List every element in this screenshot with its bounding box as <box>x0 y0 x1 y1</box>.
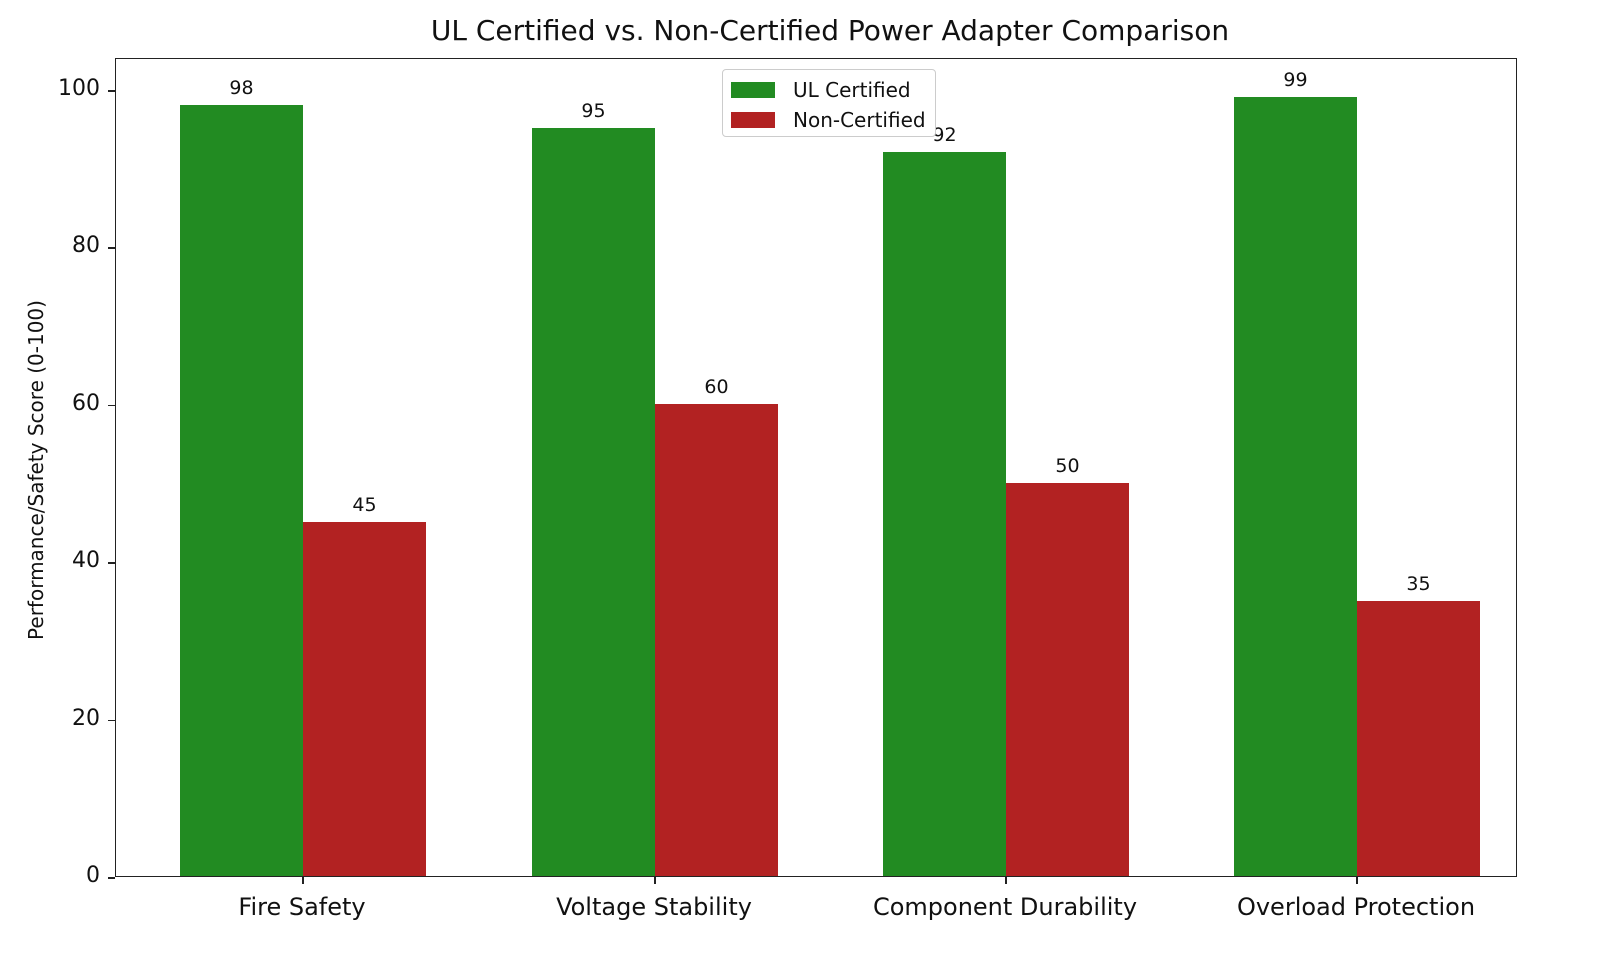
legend-item-non-certified: Non-Certified <box>731 108 926 132</box>
x-tick-label: Component Durability <box>872 893 1138 921</box>
bar-ul-certified <box>532 128 655 876</box>
y-tick-label: 100 <box>58 76 100 101</box>
bar-non-certified <box>1357 600 1480 876</box>
plot-area: 98 45 95 60 92 50 99 35 <box>115 58 1517 877</box>
bar-value-label: 35 <box>1406 572 1431 595</box>
x-tick-mark <box>302 877 304 884</box>
y-tick-label: 20 <box>72 705 100 731</box>
bar-ul-certified <box>180 104 303 876</box>
bar-value-label: 98 <box>229 76 254 99</box>
legend-item-ul-certified: UL Certified <box>731 78 911 102</box>
bar-non-certified <box>303 521 426 876</box>
x-tick-mark <box>1005 877 1007 884</box>
bar-value-label: 45 <box>352 493 377 516</box>
y-axis-label: Performance/Safety Score (0-100) <box>24 300 48 640</box>
bar-value-label: 50 <box>1055 454 1080 477</box>
bar-non-certified <box>655 403 778 876</box>
bar-non-certified <box>1006 482 1129 876</box>
legend-swatch-red <box>731 112 775 128</box>
y-tick-mark <box>108 877 115 879</box>
y-tick-label: 0 <box>86 863 100 888</box>
bar-value-label: 99 <box>1283 68 1308 91</box>
y-tick-label: 80 <box>72 233 100 259</box>
legend-label: UL Certified <box>793 78 911 102</box>
y-tick-mark <box>108 719 115 722</box>
bar-ul-certified <box>883 151 1006 876</box>
x-tick-label: Fire Safety <box>238 893 366 921</box>
bar-ul-certified <box>1234 96 1357 876</box>
y-tick-mark <box>108 562 115 564</box>
x-tick-label: Voltage Stability <box>556 893 752 921</box>
x-tick-mark <box>1356 877 1358 884</box>
chart-title: UL Certified vs. Non-Certified Power Ada… <box>430 14 1230 47</box>
bar-value-label: 60 <box>704 375 729 398</box>
y-tick-mark <box>108 90 115 92</box>
legend-label: Non-Certified <box>793 108 926 132</box>
x-tick-mark <box>654 877 656 884</box>
bar-value-label: 92 <box>932 123 957 146</box>
legend: UL Certified Non-Certified <box>722 69 936 137</box>
y-tick-mark <box>108 404 115 407</box>
x-tick-label: Overload Protection <box>1236 893 1476 921</box>
y-tick-label: 40 <box>72 548 100 574</box>
bar-value-label: 95 <box>581 100 606 123</box>
y-tick-mark <box>108 247 115 249</box>
legend-swatch-green <box>731 82 775 98</box>
y-tick-label: 60 <box>72 390 100 416</box>
